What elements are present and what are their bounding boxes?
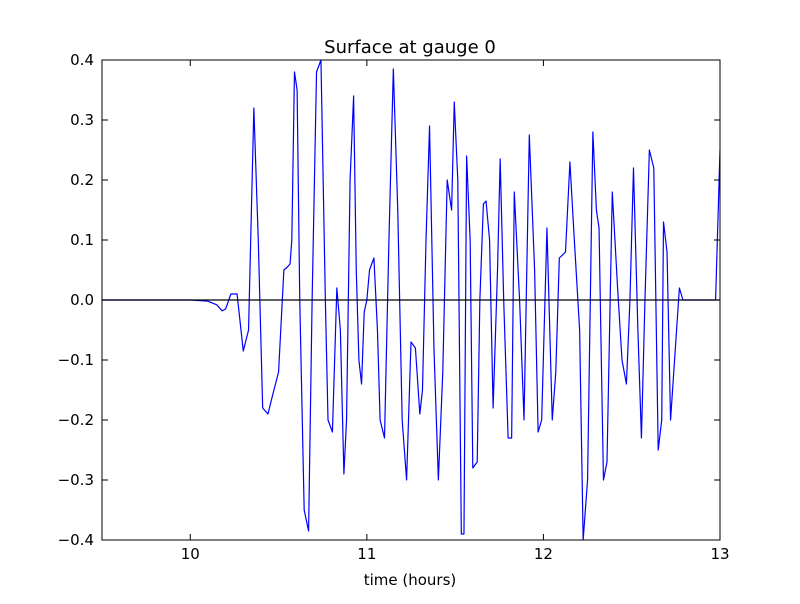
- y-tick-label: −0.3: [58, 471, 94, 489]
- y-tick-label: −0.4: [58, 531, 94, 549]
- x-tick-label: 12: [534, 545, 553, 563]
- x-tick-label: 11: [357, 545, 376, 563]
- x-tick-label: 13: [710, 545, 729, 563]
- y-tick-label: 0.3: [70, 111, 94, 129]
- y-tick-label: 0.2: [70, 171, 94, 189]
- y-tick-label: −0.2: [58, 411, 94, 429]
- chart-title: Surface at gauge 0: [324, 37, 496, 58]
- y-tick-label: 0.1: [70, 231, 94, 249]
- y-tick-label: 0.0: [70, 291, 94, 309]
- x-tick-label: 10: [181, 545, 200, 563]
- y-tick-label: −0.1: [58, 351, 94, 369]
- series-line-0: [102, 60, 720, 540]
- x-axis-label: time (hours): [364, 571, 457, 589]
- plot-area: 10 11 12 13 −0.4 −0.3 −0.2 −0.1 0.0 0.1 0.2 0.3 0.4: [58, 51, 730, 563]
- y-tick-label: 0.4: [70, 51, 94, 69]
